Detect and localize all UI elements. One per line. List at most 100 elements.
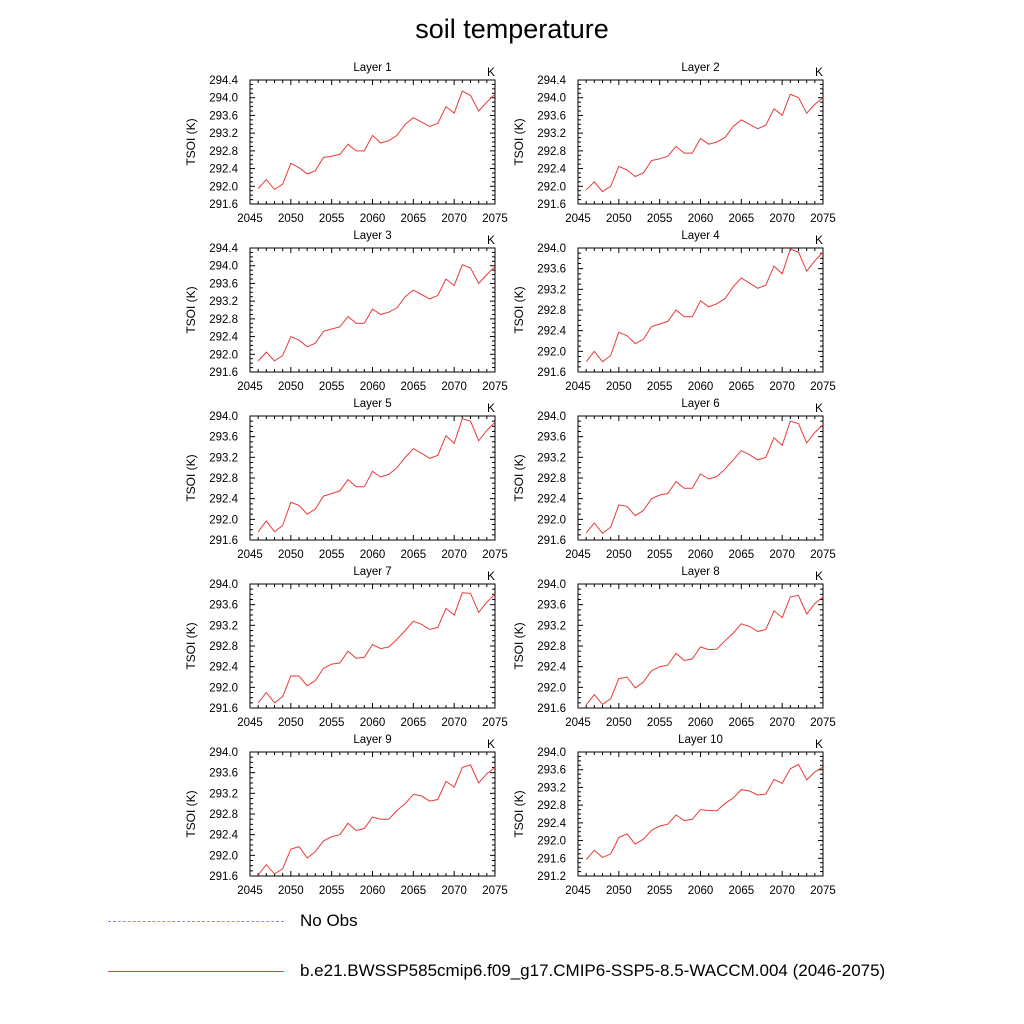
- x-tick-label: 2045: [565, 549, 591, 561]
- y-tick-label: 291.6: [209, 703, 238, 715]
- y-tick-label: 292.0: [537, 682, 566, 694]
- panel-units: K: [815, 233, 823, 247]
- panel-units: K: [487, 65, 495, 79]
- x-tick-label: 2060: [360, 885, 386, 897]
- y-tick-label: 294.4: [209, 243, 238, 255]
- panel-title: Layer 5: [353, 398, 391, 410]
- y-axis-label: TSOI (K): [184, 790, 198, 837]
- x-tick-label: 2055: [647, 885, 673, 897]
- y-tick-label: 293.2: [537, 452, 566, 464]
- plot-frame: [249, 79, 496, 205]
- panel-layer-7: 2045 2050 2055 2060 2065 2070 2075 291.6 292.0 29…: [184, 566, 508, 729]
- y-tick-label: 293.2: [537, 620, 566, 632]
- x-tick-label: 2065: [729, 717, 755, 729]
- y-tick-label: 292.8: [209, 473, 238, 485]
- x-tick-label: 2075: [810, 549, 836, 561]
- x-tick-label: 2060: [688, 885, 714, 897]
- x-tick-label: 2065: [729, 885, 755, 897]
- x-tick-label: 2060: [360, 717, 386, 729]
- y-tick-label: 294.0: [537, 411, 566, 423]
- y-tick-label: 294.0: [537, 579, 566, 591]
- y-tick-label: 294.0: [209, 411, 238, 423]
- y-tick-label: 292.0: [537, 346, 566, 358]
- legend-swatch-dashed: [108, 920, 284, 922]
- y-tick-label: 293.6: [209, 432, 238, 444]
- y-tick-label: 292.0: [537, 514, 566, 526]
- y-tick-label: 291.6: [537, 199, 566, 211]
- x-tick-label: 2065: [729, 213, 755, 225]
- panel-layer-6: 2045 2050 2055 2060 2065 2070 2075 291.6 292.0 29…: [512, 398, 836, 561]
- y-tick-label: 293.6: [537, 110, 566, 122]
- x-tick-label: 2050: [606, 381, 632, 393]
- x-tick-label: 2050: [278, 717, 304, 729]
- y-tick-label: 293.6: [209, 768, 238, 780]
- x-tick-label: 2060: [688, 549, 714, 561]
- y-tick-label: 293.6: [537, 432, 566, 444]
- legend-swatch-solid: [108, 970, 284, 972]
- panel-units: K: [815, 569, 823, 583]
- x-tick-label: 2075: [482, 381, 508, 393]
- x-tick-label: 2045: [237, 717, 263, 729]
- legend-entry-obs: No Obs: [108, 911, 358, 931]
- x-tick-label: 2055: [647, 213, 673, 225]
- y-tick-label: 293.2: [209, 452, 238, 464]
- panel-layer-5: 2045 2050 2055 2060 2065 2070 2075 291.6 292.0 29…: [184, 398, 508, 561]
- x-tick-label: 2055: [319, 885, 345, 897]
- x-tick-label: 2050: [278, 213, 304, 225]
- x-tick-label: 2050: [606, 213, 632, 225]
- y-tick-label: 291.6: [209, 199, 238, 211]
- x-tick-label: 2045: [565, 885, 591, 897]
- y-tick-label: 291.6: [537, 367, 566, 379]
- series-line: [257, 90, 496, 191]
- panel-layer-2: 2045 2050 2055 2060 2065 2070 2075 291.6 292.0 29…: [512, 62, 836, 225]
- x-tick-label: 2050: [606, 885, 632, 897]
- x-tick-label: 2050: [278, 885, 304, 897]
- x-tick-label: 2065: [401, 381, 427, 393]
- x-tick-label: 2045: [237, 381, 263, 393]
- y-tick-label: 292.4: [537, 818, 566, 830]
- x-tick-label: 2070: [441, 885, 467, 897]
- series-line: [585, 248, 824, 363]
- x-tick-label: 2055: [319, 717, 345, 729]
- x-tick-label: 2045: [565, 213, 591, 225]
- panel-units: K: [487, 233, 495, 247]
- y-tick-label: 292.4: [209, 332, 238, 344]
- y-tick-label: 294.0: [209, 261, 238, 273]
- y-tick-label: 293.6: [209, 110, 238, 122]
- y-tick-label: 293.2: [209, 128, 238, 140]
- y-tick-label: 292.0: [537, 181, 566, 193]
- x-tick-label: 2075: [810, 381, 836, 393]
- x-tick-label: 2075: [482, 549, 508, 561]
- y-axis-label: TSOI (K): [512, 790, 526, 837]
- y-tick-label: 292.8: [209, 809, 238, 821]
- panel-units: K: [815, 737, 823, 751]
- x-tick-label: 2045: [565, 381, 591, 393]
- x-tick-label: 2055: [647, 549, 673, 561]
- y-tick-label: 294.0: [537, 243, 566, 255]
- y-axis-label: TSOI (K): [512, 454, 526, 501]
- y-tick-label: 293.6: [209, 600, 238, 612]
- x-tick-label: 2060: [360, 549, 386, 561]
- y-axis-label: TSOI (K): [512, 286, 526, 333]
- x-tick-label: 2065: [401, 549, 427, 561]
- panel-units: K: [487, 569, 495, 583]
- y-tick-label: 293.6: [537, 264, 566, 276]
- x-tick-label: 2060: [360, 381, 386, 393]
- x-tick-label: 2075: [482, 213, 508, 225]
- panel-units: K: [487, 737, 495, 751]
- y-tick-label: 291.6: [209, 535, 238, 547]
- y-tick-label: 292.8: [537, 146, 566, 158]
- x-tick-label: 2065: [401, 717, 427, 729]
- series-line: [585, 763, 824, 860]
- x-tick-label: 2075: [482, 717, 508, 729]
- panel-title: Layer 6: [681, 398, 719, 410]
- x-tick-label: 2055: [319, 549, 345, 561]
- panel-title: Layer 8: [681, 566, 719, 578]
- panel-title: Layer 3: [353, 230, 391, 242]
- x-tick-label: 2070: [441, 717, 467, 729]
- y-tick-label: 294.0: [209, 93, 238, 105]
- panel-title: Layer 1: [353, 62, 391, 74]
- y-tick-label: 292.4: [537, 164, 566, 176]
- x-tick-label: 2065: [401, 885, 427, 897]
